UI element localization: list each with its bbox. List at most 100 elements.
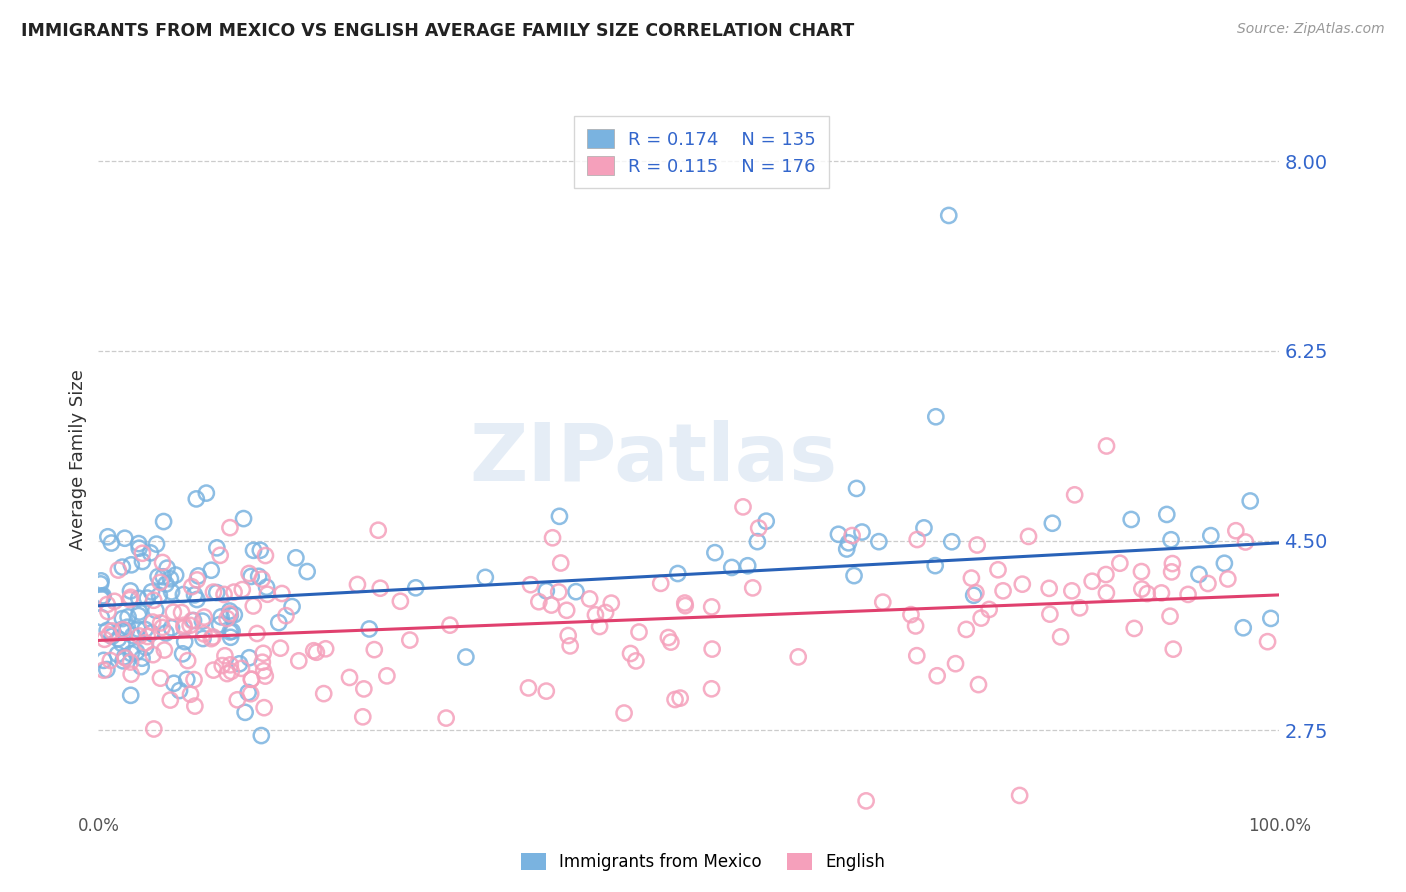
Point: [145, 537, 167, 551]
Point: [215, 611, 238, 625]
Point: [1130, 582, 1153, 596]
Point: [837, 536, 859, 550]
Point: [112, 654, 135, 668]
Point: [120, 667, 142, 681]
Point: [141, 626, 163, 640]
Point: [1121, 512, 1143, 526]
Point: [454, 650, 477, 665]
Point: [1038, 582, 1060, 596]
Point: [186, 592, 208, 607]
Point: [120, 558, 142, 572]
Point: [1095, 586, 1118, 600]
Point: [172, 587, 194, 601]
Point: [112, 623, 135, 637]
Point: [737, 558, 759, 573]
Text: ZIPatlas: ZIPatlas: [470, 420, 838, 499]
Point: [368, 581, 391, 595]
Point: [125, 645, 148, 659]
Point: [434, 711, 457, 725]
Point: [851, 524, 873, 539]
Point: [747, 534, 769, 549]
Point: [114, 651, 136, 665]
Point: [93, 632, 115, 647]
Point: [269, 641, 291, 656]
Point: [650, 576, 672, 591]
Point: [96, 598, 118, 612]
Point: [152, 570, 174, 584]
Point: [359, 622, 381, 636]
Point: [121, 628, 143, 642]
Point: [228, 657, 250, 671]
Point: [219, 624, 242, 639]
Point: [312, 687, 335, 701]
Point: [165, 568, 187, 582]
Point: [98, 628, 121, 642]
Point: [139, 546, 162, 560]
Point: [1008, 789, 1031, 803]
Point: [741, 581, 763, 595]
Point: [252, 655, 274, 669]
Point: [236, 685, 259, 699]
Point: [120, 583, 142, 598]
Point: [253, 664, 276, 678]
Point: [991, 583, 1014, 598]
Point: [179, 618, 201, 632]
Point: [91, 589, 114, 603]
Point: [219, 521, 242, 535]
Point: [673, 599, 696, 613]
Point: [703, 546, 725, 560]
Point: [578, 591, 600, 606]
Point: [90, 610, 112, 624]
Text: IMMIGRANTS FROM MEXICO VS ENGLISH AVERAGE FAMILY SIZE CORRELATION CHART: IMMIGRANTS FROM MEXICO VS ENGLISH AVERAG…: [21, 22, 855, 40]
Legend: R = 0.174    N = 135, R = 0.115    N = 176: R = 0.174 N = 135, R = 0.115 N = 176: [574, 116, 828, 188]
Point: [536, 684, 558, 698]
Point: [107, 647, 129, 661]
Point: [107, 632, 129, 646]
Point: [134, 636, 156, 650]
Point: [200, 632, 222, 646]
Point: [1239, 494, 1261, 508]
Point: [179, 687, 201, 701]
Point: [955, 623, 977, 637]
Point: [1063, 488, 1085, 502]
Point: [218, 604, 240, 618]
Point: [1069, 600, 1091, 615]
Point: [96, 624, 118, 638]
Point: [389, 594, 412, 608]
Point: [159, 693, 181, 707]
Point: [619, 647, 641, 661]
Point: [173, 618, 195, 632]
Point: [200, 563, 222, 577]
Point: [1095, 567, 1118, 582]
Point: [120, 591, 142, 605]
Point: [548, 509, 571, 524]
Point: [700, 599, 723, 614]
Point: [963, 588, 986, 602]
Point: [202, 585, 225, 599]
Point: [1161, 557, 1184, 571]
Point: [965, 586, 987, 600]
Point: [107, 563, 129, 577]
Point: [149, 671, 172, 685]
Point: [219, 657, 242, 672]
Point: [127, 622, 149, 636]
Point: [254, 549, 277, 563]
Point: [191, 614, 214, 628]
Point: [748, 521, 770, 535]
Point: [186, 491, 208, 506]
Point: [211, 658, 233, 673]
Point: [938, 209, 960, 223]
Point: [153, 643, 176, 657]
Point: [900, 607, 922, 622]
Point: [1213, 556, 1236, 570]
Text: Source: ZipAtlas.com: Source: ZipAtlas.com: [1237, 22, 1385, 37]
Point: [217, 666, 239, 681]
Point: [1225, 524, 1247, 538]
Point: [218, 607, 240, 621]
Point: [924, 558, 946, 573]
Point: [159, 572, 181, 586]
Point: [114, 649, 136, 664]
Point: [91, 590, 114, 604]
Point: [624, 654, 647, 668]
Point: [841, 528, 863, 542]
